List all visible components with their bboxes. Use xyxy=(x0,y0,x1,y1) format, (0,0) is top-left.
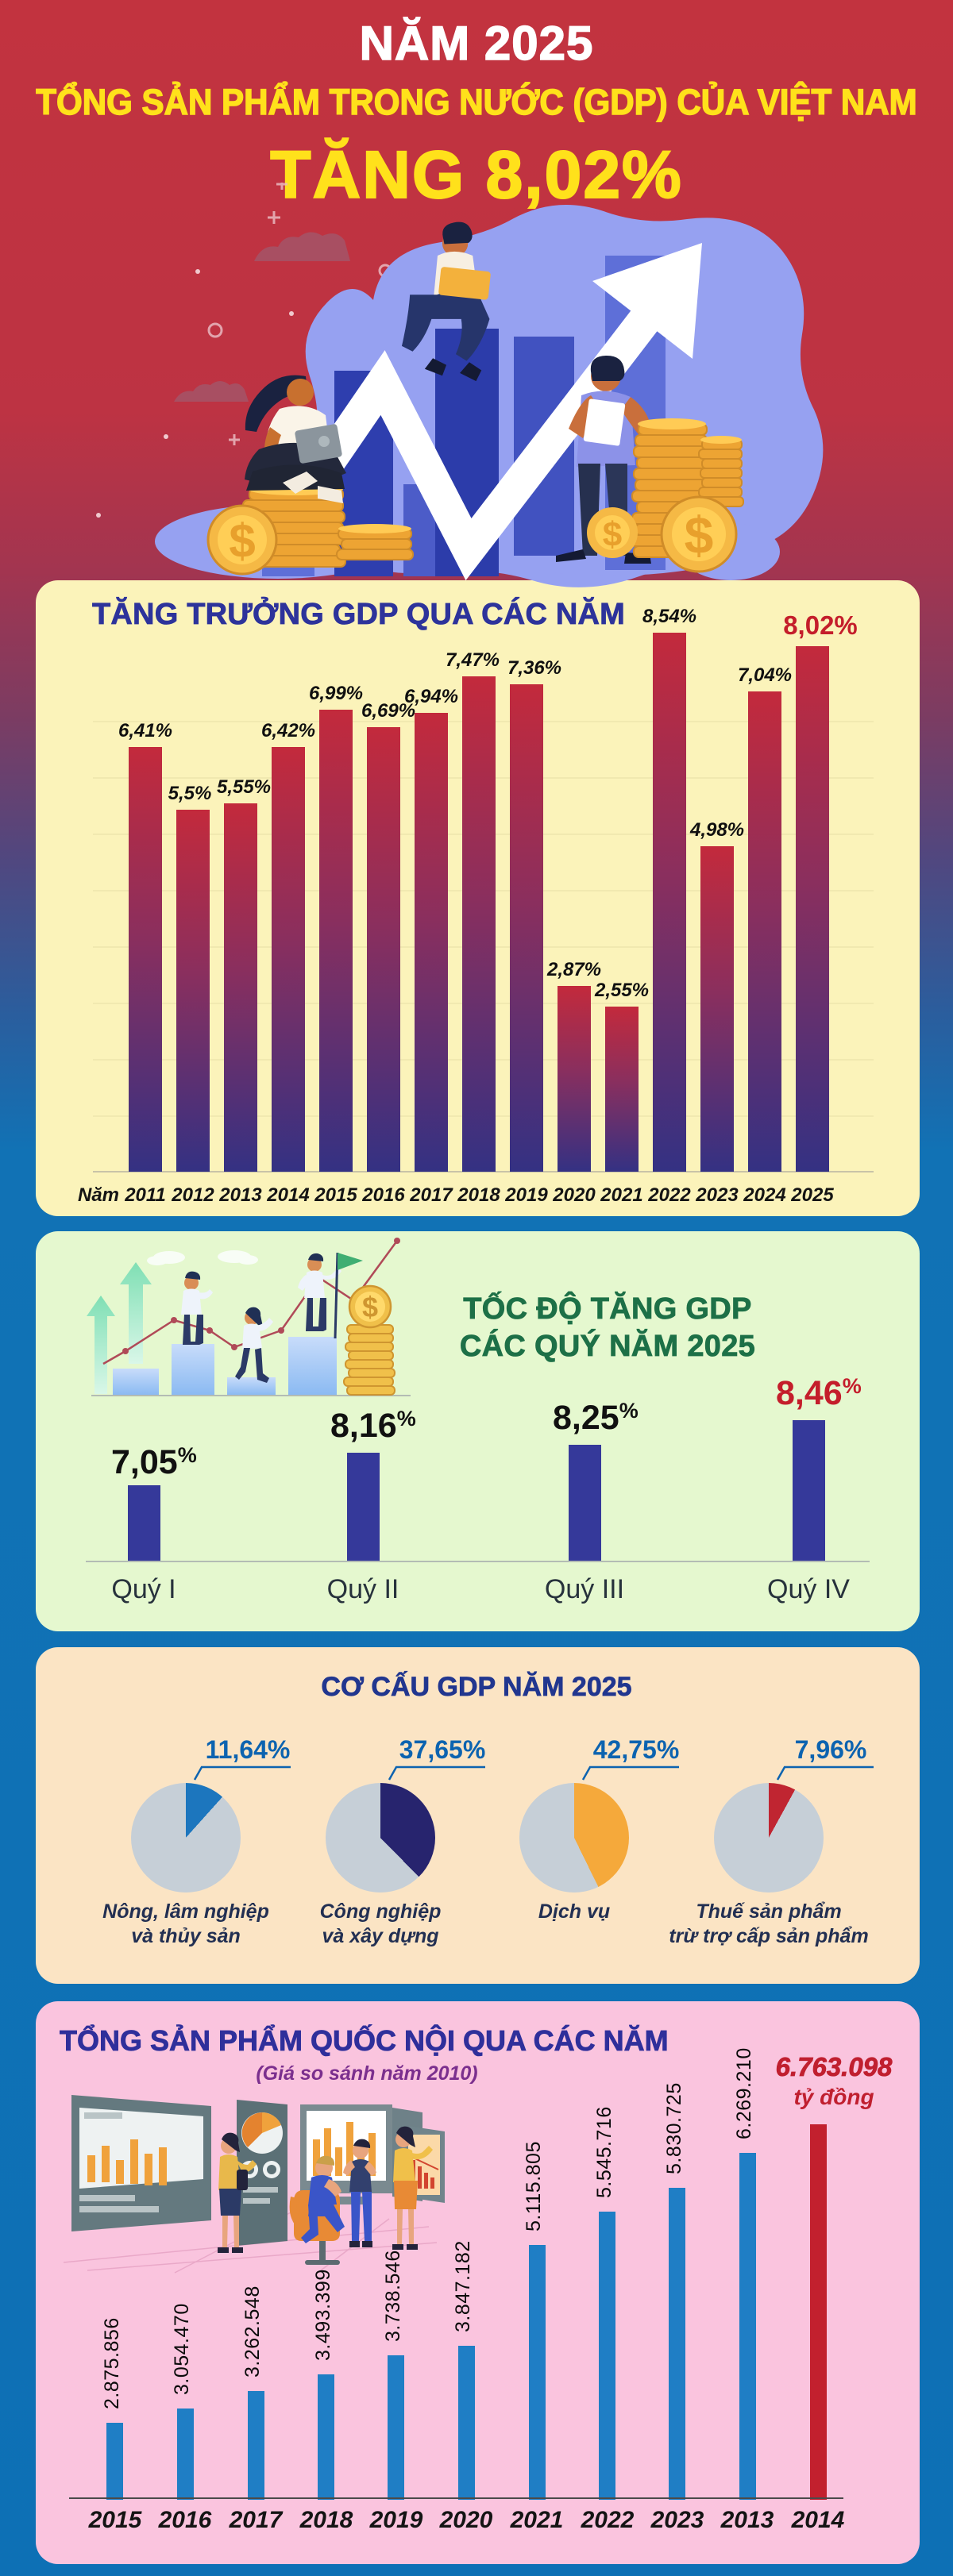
svg-text:$: $ xyxy=(229,514,255,568)
svg-text:$: $ xyxy=(685,506,714,564)
svg-text:$: $ xyxy=(362,1291,378,1323)
svg-text:$: $ xyxy=(603,515,622,554)
